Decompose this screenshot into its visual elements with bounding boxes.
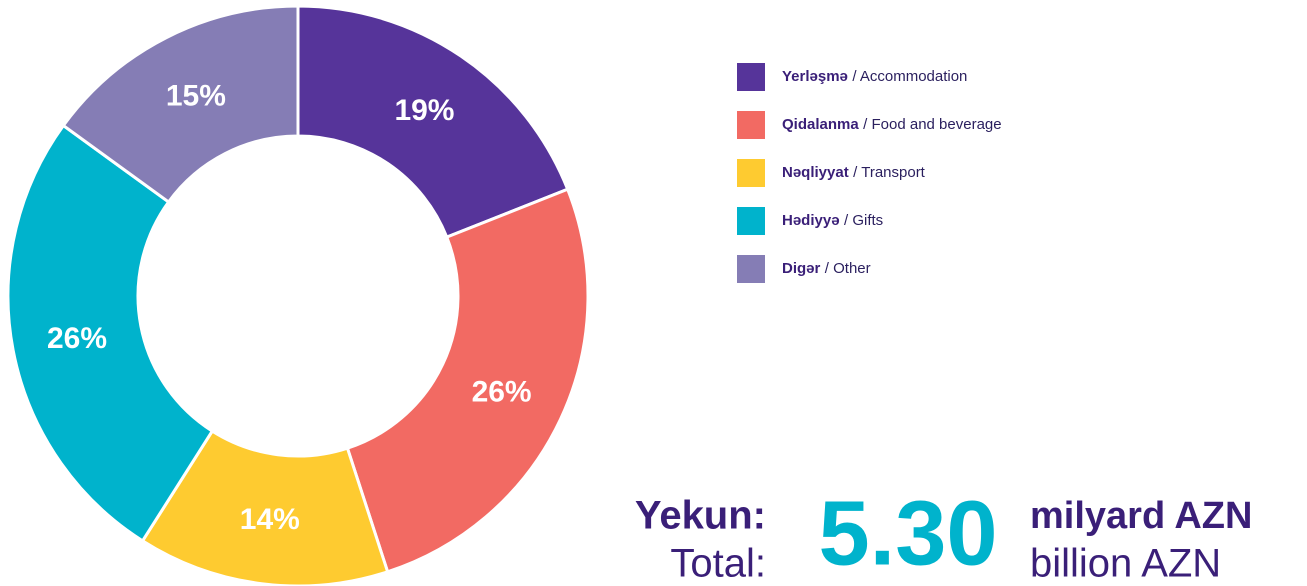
total-label: Yekun: [635,494,766,538]
legend-label-en: / Transport [853,164,926,181]
total-unit-en: billion AZN [1030,542,1221,586]
slice-label: 19% [394,94,454,127]
legend-swatch [737,111,765,139]
legend-label-az: Hədiyyə [782,212,840,229]
legend-swatch [737,63,765,91]
legend-label: Qidalanma / Food and beverage [782,116,1002,133]
slice [6,123,215,543]
legend-label: Nəqliyyat / Transport [782,164,926,181]
total-label-en: Total: [670,542,766,586]
legend-label-az: Yerləşmə [782,68,848,85]
legend-swatch [737,207,765,235]
total-value: 5.30 [818,482,997,584]
legend-label: Digər / Other [782,260,871,277]
legend-swatch [737,255,765,283]
legend-label-en: / Food and beverage [863,116,1001,133]
slice-label: 26% [472,376,532,409]
slice [345,187,590,574]
legend-label: Hədiyyə / Gifts [782,212,883,229]
slice-label: 14% [240,503,300,536]
slice-label: 26% [47,322,107,355]
legend-label-az: Qidalanma [782,116,859,133]
slice [61,4,300,205]
slice-label: 15% [166,79,226,112]
legend-label: Yerləşmə / Accommodation [782,68,967,85]
legend-label-en: / Gifts [844,212,883,229]
legend-label-en: / Accommodation [852,68,967,85]
legend-label-az: Digər [782,260,821,277]
slice [296,4,570,240]
legend-label-en: / Other [825,260,871,277]
legend-label-az: Nəqliyyat [782,164,849,181]
legend-swatch [737,159,765,187]
total-unit: milyard AZN [1030,495,1252,537]
